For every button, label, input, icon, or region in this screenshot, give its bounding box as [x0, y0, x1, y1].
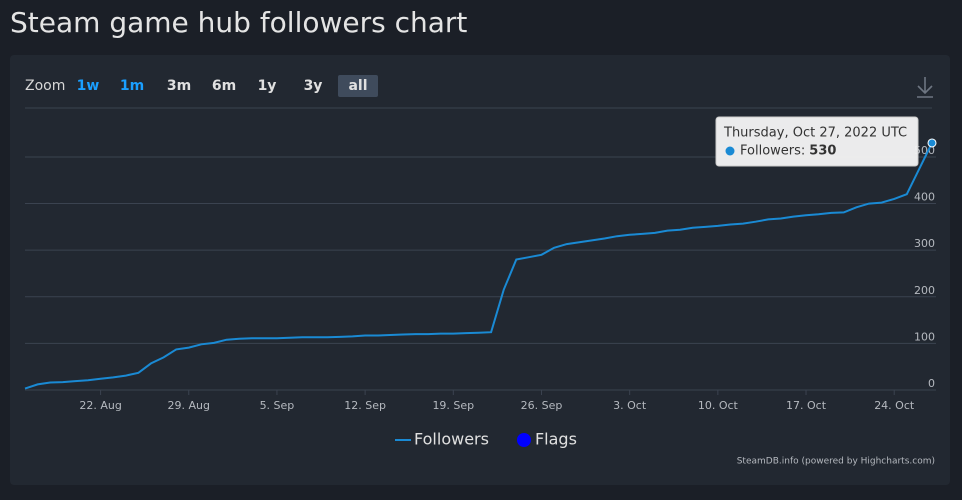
zoom-button[interactable]: 1y	[258, 78, 277, 94]
y-tick-label: 400	[914, 191, 935, 204]
y-tick-label: 0	[928, 377, 935, 390]
zoom-button[interactable]: all	[348, 78, 367, 94]
zoom-button[interactable]: 6m	[212, 78, 236, 94]
x-tick-label: 5. Sep	[260, 399, 295, 412]
x-tick-label: 17. Oct	[786, 399, 827, 412]
x-tick-label: 12. Sep	[344, 399, 386, 412]
x-tick-label: 19. Sep	[432, 399, 474, 412]
y-tick-label: 100	[914, 330, 935, 343]
legend-entry[interactable]: Followers	[414, 430, 489, 449]
x-tick-label: 26. Sep	[521, 399, 563, 412]
zoom-button[interactable]: 1m	[120, 78, 144, 94]
tooltip-symbol	[725, 146, 735, 156]
hover-marker	[927, 138, 937, 148]
y-tick-label: 300	[914, 237, 935, 250]
x-tick-label: 29. Aug	[168, 399, 210, 412]
legend-symbol	[516, 433, 531, 447]
y-tick-label: 200	[914, 284, 935, 297]
x-tick-label: 10. Oct	[698, 399, 739, 412]
x-tick-label: 22. Aug	[79, 399, 121, 412]
tooltip-box	[715, 116, 919, 167]
tooltip-value: 530	[809, 144, 836, 159]
credits: SteamDB.info (powered by Highcharts.com)	[737, 457, 935, 467]
page-title: Steam game hub followers chart	[10, 6, 467, 39]
zoom-button-bg	[338, 75, 378, 97]
zoom-label: Zoom	[25, 78, 65, 94]
zoom-button[interactable]: 3m	[167, 78, 191, 94]
tooltip-label: Followers:	[740, 144, 805, 159]
x-tick-label: 24. Oct	[874, 399, 915, 412]
zoom-button[interactable]: 3y	[304, 78, 323, 94]
x-tick-label: 3. Oct	[613, 399, 647, 412]
line	[24, 142, 933, 390]
tooltip-header: Thursday, Oct 27, 2022 UTC	[723, 126, 907, 141]
zoom-button[interactable]: 1w	[77, 78, 100, 94]
legend-entry[interactable]: Flags	[535, 430, 577, 449]
panel	[10, 55, 950, 485]
download-icon[interactable]	[917, 77, 933, 98]
